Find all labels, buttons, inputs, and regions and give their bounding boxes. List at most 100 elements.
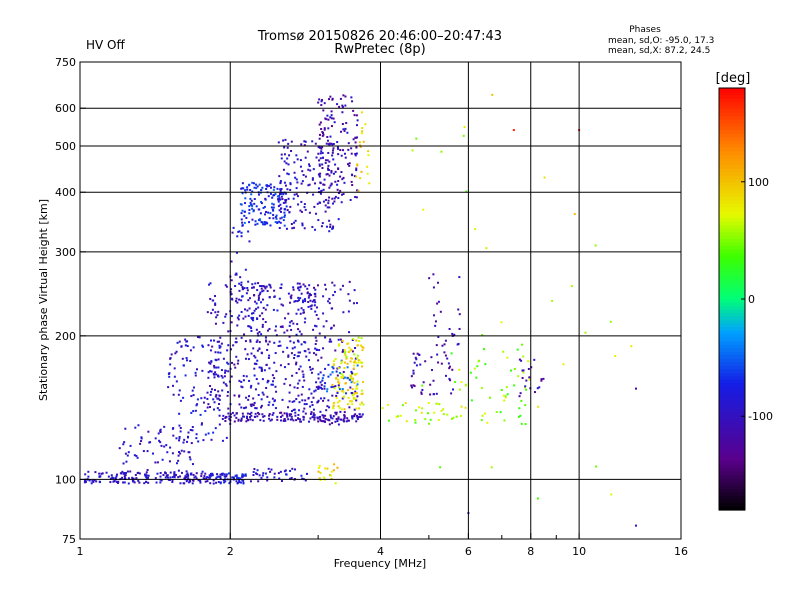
data-point bbox=[296, 282, 299, 285]
data-point bbox=[138, 481, 141, 484]
data-point bbox=[342, 193, 345, 196]
data-point bbox=[266, 304, 269, 307]
data-point bbox=[524, 386, 527, 389]
data-point bbox=[185, 470, 188, 473]
colorbar-segment bbox=[719, 351, 745, 356]
data-point bbox=[503, 419, 506, 422]
data-point bbox=[344, 95, 347, 98]
data-point bbox=[309, 412, 312, 415]
data-point bbox=[267, 343, 270, 346]
data-point bbox=[249, 201, 252, 204]
data-point bbox=[349, 360, 352, 363]
data-point bbox=[241, 187, 244, 190]
data-point bbox=[517, 415, 520, 418]
colorbar-segment bbox=[719, 358, 745, 363]
data-point bbox=[258, 208, 261, 211]
data-point bbox=[127, 451, 130, 454]
data-point bbox=[310, 304, 313, 307]
data-point bbox=[500, 388, 503, 391]
data-point bbox=[230, 375, 233, 378]
data-point bbox=[337, 218, 340, 221]
data-point bbox=[437, 361, 440, 364]
data-point bbox=[269, 286, 272, 289]
data-point bbox=[298, 379, 301, 382]
data-point bbox=[192, 346, 195, 349]
data-point bbox=[244, 357, 247, 360]
data-point bbox=[238, 394, 241, 397]
data-point bbox=[332, 225, 335, 228]
data-point bbox=[273, 476, 276, 479]
data-point bbox=[246, 415, 249, 418]
data-point bbox=[323, 476, 326, 479]
data-point bbox=[293, 226, 296, 229]
data-point bbox=[218, 340, 221, 343]
data-point bbox=[443, 351, 446, 354]
colorbar-segment bbox=[719, 232, 745, 237]
data-point bbox=[341, 360, 344, 363]
data-point bbox=[221, 376, 224, 379]
data-point bbox=[258, 331, 261, 334]
data-point bbox=[289, 295, 292, 298]
data-point bbox=[327, 419, 330, 422]
data-point bbox=[343, 408, 346, 411]
data-point bbox=[261, 323, 264, 326]
data-point bbox=[254, 282, 257, 285]
data-point bbox=[304, 341, 307, 344]
data-point bbox=[212, 299, 215, 302]
data-point bbox=[337, 147, 340, 150]
data-point bbox=[224, 371, 227, 374]
data-point bbox=[354, 347, 357, 350]
data-point bbox=[199, 479, 202, 482]
colorbar-segment bbox=[719, 393, 745, 399]
data-point bbox=[347, 310, 350, 313]
data-point bbox=[90, 482, 93, 485]
colorbar-segment bbox=[719, 439, 745, 444]
data-point bbox=[307, 359, 310, 362]
data-point bbox=[521, 343, 524, 346]
data-point bbox=[339, 410, 342, 413]
data-point bbox=[238, 298, 241, 301]
data-point bbox=[200, 422, 203, 425]
data-point bbox=[249, 416, 252, 419]
data-point bbox=[336, 391, 339, 394]
data-point bbox=[272, 380, 275, 383]
data-point bbox=[324, 367, 327, 370]
data-point bbox=[326, 114, 329, 117]
data-point bbox=[254, 300, 257, 303]
colorbar-segment bbox=[719, 249, 745, 254]
data-point bbox=[260, 285, 263, 288]
data-point bbox=[278, 477, 281, 480]
data-point bbox=[253, 468, 256, 471]
data-point bbox=[247, 299, 250, 302]
colorbar-segment bbox=[719, 147, 745, 152]
data-point bbox=[211, 308, 214, 311]
data-point bbox=[264, 472, 267, 475]
data-point bbox=[320, 127, 323, 130]
data-point bbox=[256, 185, 259, 188]
data-point bbox=[348, 378, 351, 381]
data-point bbox=[254, 220, 257, 223]
data-point bbox=[506, 356, 509, 359]
data-point bbox=[324, 161, 327, 164]
data-point bbox=[340, 130, 343, 133]
data-point bbox=[358, 359, 361, 362]
data-point bbox=[317, 420, 320, 423]
data-point bbox=[190, 411, 193, 414]
data-point bbox=[353, 353, 356, 356]
data-point bbox=[218, 394, 221, 397]
data-point bbox=[356, 119, 359, 122]
data-point bbox=[397, 415, 400, 418]
data-point bbox=[333, 290, 336, 293]
data-point bbox=[348, 349, 351, 352]
data-point bbox=[209, 370, 212, 373]
data-point bbox=[345, 420, 348, 423]
data-point bbox=[308, 294, 311, 297]
data-point bbox=[118, 447, 121, 450]
data-point bbox=[191, 425, 194, 428]
data-point bbox=[240, 299, 243, 302]
data-point bbox=[451, 388, 454, 391]
data-point bbox=[253, 202, 256, 205]
data-point bbox=[170, 353, 173, 356]
data-point bbox=[311, 178, 314, 181]
data-point bbox=[217, 366, 220, 369]
